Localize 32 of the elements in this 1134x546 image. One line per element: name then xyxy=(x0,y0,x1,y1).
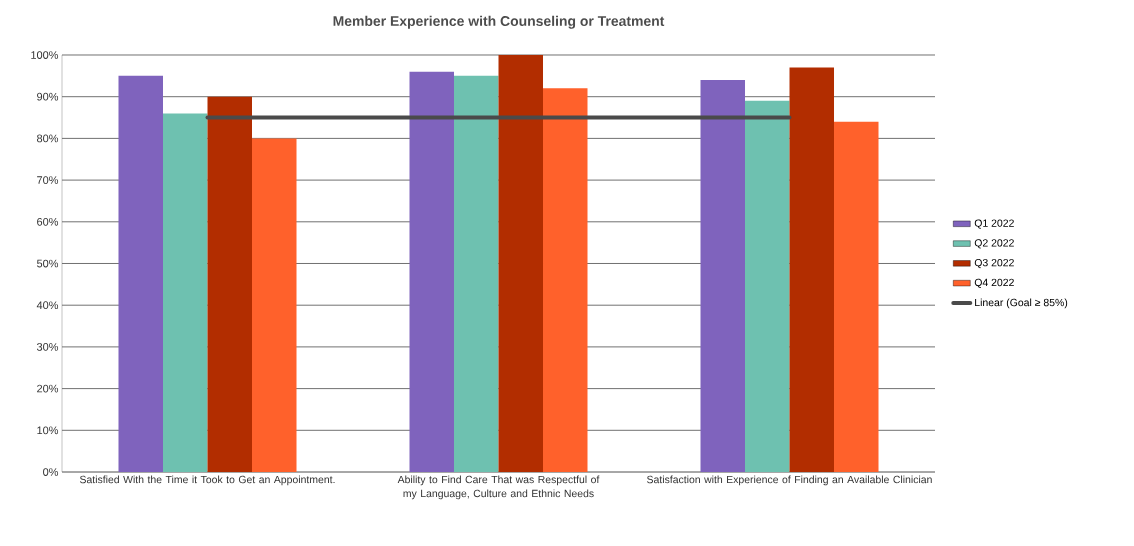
y-tick-label: 0% xyxy=(43,468,59,476)
legend-label: Q2 2022 xyxy=(974,239,1014,249)
y-tick-label: 100% xyxy=(31,51,59,59)
y-tick-label: 40% xyxy=(36,301,59,310)
legend-label: Q1 2022 xyxy=(974,219,1014,229)
bar xyxy=(498,55,543,472)
bar xyxy=(789,67,835,472)
x-tick-label: Satisfaction with Experience of Finding an Available Clinician xyxy=(647,475,932,486)
bar xyxy=(834,121,879,472)
bar xyxy=(543,88,588,472)
legend-label: Q4 2022 xyxy=(974,278,1014,289)
bar xyxy=(207,96,252,472)
bar xyxy=(252,138,297,472)
bar xyxy=(163,113,208,472)
y-tick-label: 30% xyxy=(36,343,59,351)
y-tick-label: 90% xyxy=(37,92,59,101)
y-tick-label: 70% xyxy=(37,176,59,184)
y-tick-label: 10% xyxy=(37,426,59,435)
bar xyxy=(454,75,499,472)
y-tick-label: 20% xyxy=(37,384,59,393)
x-tick-label: Satisfied With the Time it Took to Get an Appointment. xyxy=(79,475,335,486)
bar xyxy=(409,71,454,472)
bar xyxy=(700,80,745,472)
legend-label: Linear (Goal ≥ 85%) xyxy=(975,298,1068,309)
x-tick-label: Ability to Find Care That was Respectful of my Language, Culture and Ethnic Needs xyxy=(397,475,600,500)
legend-label: Q3 2022 xyxy=(974,258,1014,269)
y-tick-label: 50% xyxy=(36,259,59,268)
bar xyxy=(745,100,790,472)
chart-title: Member Experience with Counseling or Treatment xyxy=(333,15,665,29)
y-tick-label: 80% xyxy=(37,134,59,143)
bar xyxy=(118,75,163,472)
y-tick-label: 60% xyxy=(37,217,59,226)
